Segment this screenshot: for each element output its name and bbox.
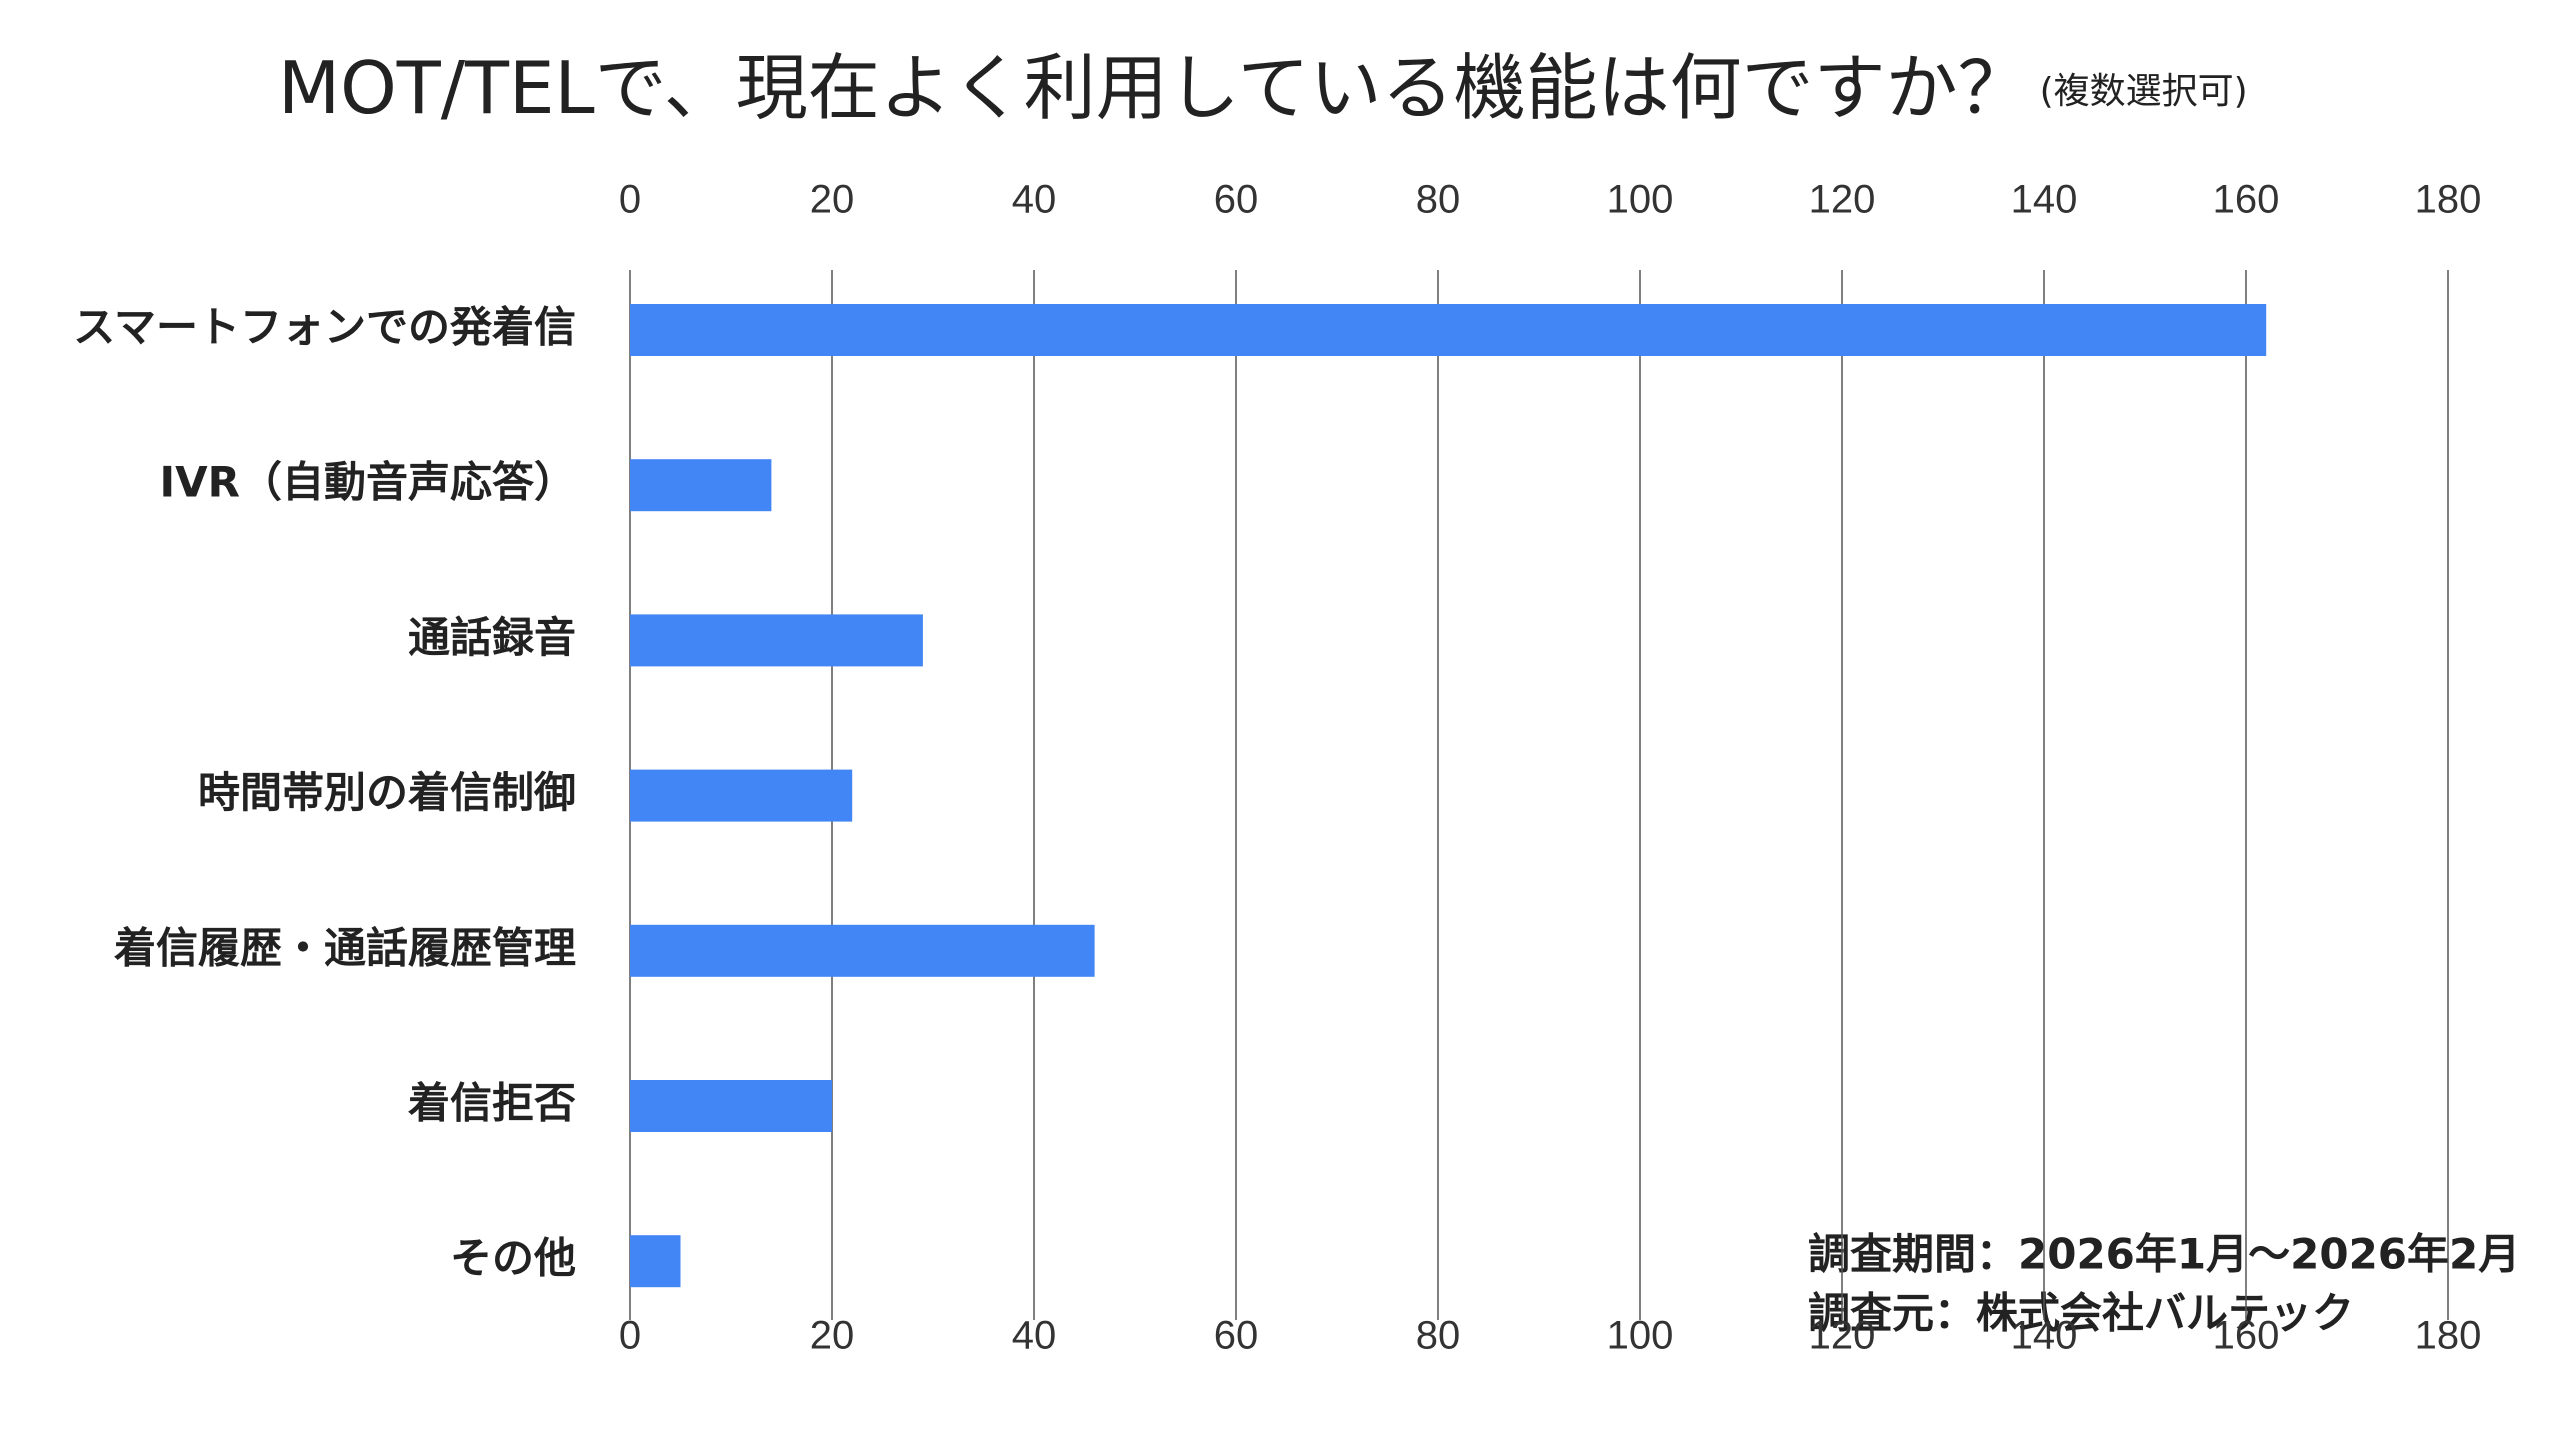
x-tick-label: 180 bbox=[2415, 178, 2482, 222]
x-tick-label: 120 bbox=[1809, 178, 1876, 222]
y-tick-label: スマートフォンでの発着信 bbox=[73, 303, 576, 352]
x-tick-label: 0 bbox=[619, 178, 641, 222]
x-tick-label: 60 bbox=[1214, 1314, 1259, 1358]
x-tick-label: 0 bbox=[619, 1314, 641, 1358]
bar bbox=[630, 1080, 832, 1132]
x-tick-label: 100 bbox=[1607, 178, 1674, 222]
x-tick-label: 80 bbox=[1416, 1314, 1461, 1358]
x-tick-label: 40 bbox=[1012, 178, 1057, 222]
x-tick-label: 100 bbox=[1607, 1314, 1674, 1358]
y-tick-label: 着信履歴・通話履歴管理 bbox=[114, 923, 576, 972]
bar bbox=[630, 924, 1095, 977]
subtitle: (複数選択可) bbox=[2040, 71, 2248, 112]
bar bbox=[630, 304, 2267, 356]
title: MOT/TELで、現在よく利用している機能は何ですか？ bbox=[278, 46, 2030, 130]
x-tick-label: 140 bbox=[2011, 178, 2078, 222]
bar bbox=[630, 459, 772, 512]
x-tick-label: 60 bbox=[1214, 178, 1259, 222]
x-tick-label: 160 bbox=[2213, 1314, 2280, 1358]
y-tick-label: 着信拒否 bbox=[408, 1079, 576, 1128]
x-tick-label: 80 bbox=[1416, 178, 1461, 222]
y-tick-label: 時間帯別の着信制御 bbox=[198, 768, 576, 817]
x-tick-label: 40 bbox=[1012, 1314, 1057, 1358]
bar bbox=[630, 769, 853, 822]
note: 調査期間：2026年1月～2026年2月 bbox=[1808, 1230, 2520, 1279]
y-tick-label: その他 bbox=[450, 1234, 576, 1283]
x-tick-label: 160 bbox=[2213, 178, 2280, 222]
chart-title: MOT/TELで、現在よく利用している機能は何ですか？ (複数選択可) bbox=[278, 46, 2248, 130]
x-tick-label: 180 bbox=[2415, 1314, 2482, 1358]
x-tick-label: 120 bbox=[1809, 1314, 1876, 1358]
bar bbox=[630, 614, 923, 667]
x-tick-label: 20 bbox=[810, 1314, 855, 1358]
y-tick-label: 通話録音 bbox=[408, 613, 576, 662]
x-tick-label: 20 bbox=[810, 178, 855, 222]
x-tick-label: 140 bbox=[2011, 1314, 2078, 1358]
y-tick-label: IVR（自動音声応答） bbox=[160, 458, 576, 507]
bar bbox=[630, 1235, 681, 1288]
note: 調査元：株式会社バルテック bbox=[1808, 1289, 2354, 1338]
